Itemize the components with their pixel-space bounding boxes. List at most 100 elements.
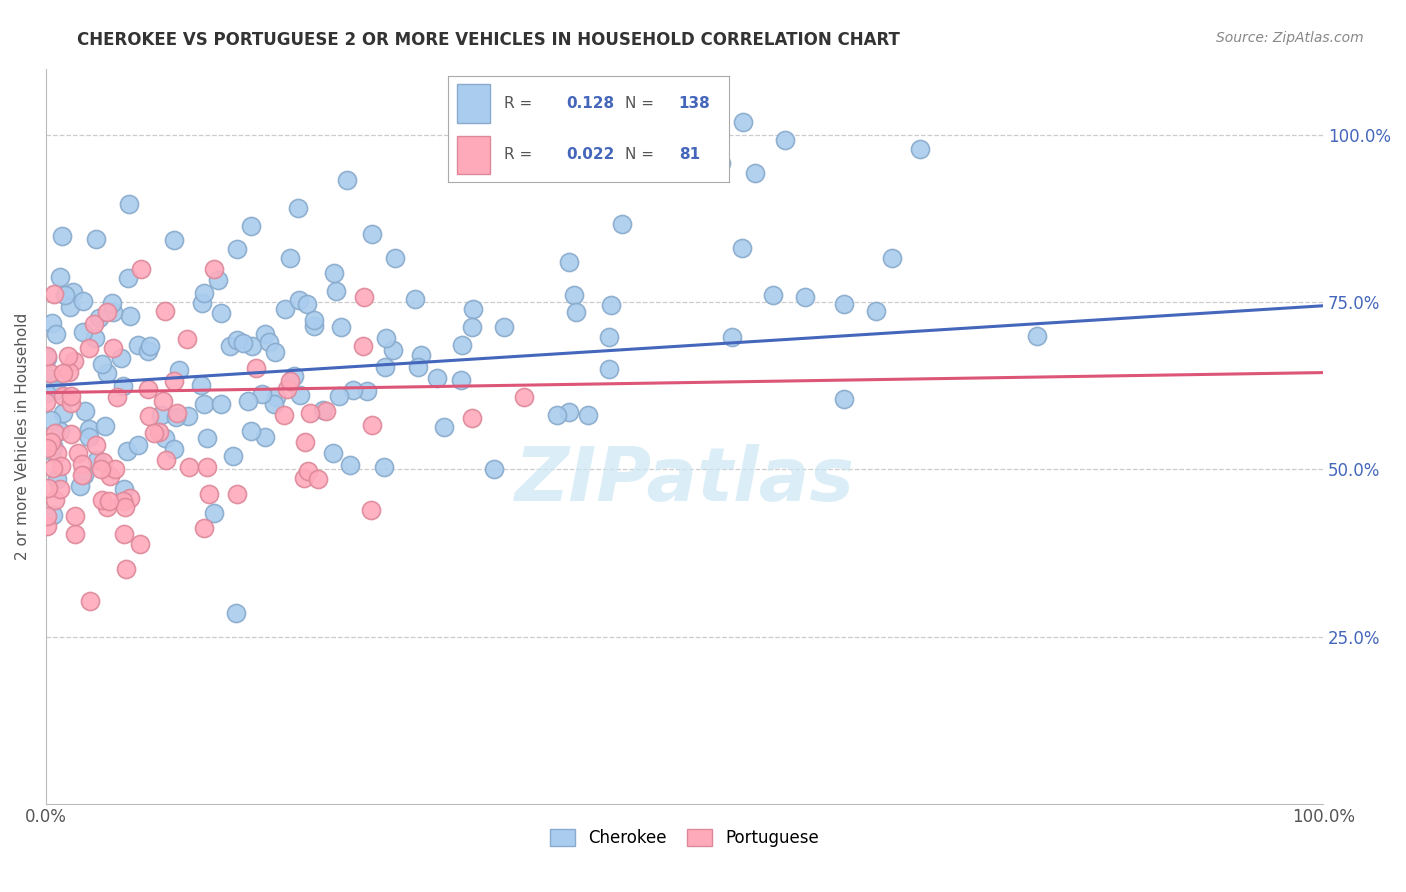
- Point: [322, 266, 344, 280]
- Point: [90, 462, 112, 476]
- Point: [105, 390, 128, 404]
- Point: [96, 305, 118, 319]
- Point: [166, 406, 188, 420]
- Point: [127, 438, 149, 452]
- Point: [70, 458, 93, 472]
- Point: [288, 293, 311, 307]
- Point: [226, 242, 249, 256]
- Point: [52, 406, 75, 420]
- Point: [209, 397, 232, 411]
- Point: [832, 392, 855, 407]
- Point: [114, 500, 136, 515]
- Point: [600, 297, 623, 311]
- Point: [191, 296, 214, 310]
- Point: [598, 361, 620, 376]
- Point: [42, 460, 65, 475]
- Point: [44, 425, 66, 440]
- Point: [112, 494, 135, 508]
- Point: [112, 526, 135, 541]
- Point: [63, 509, 86, 524]
- Point: [94, 419, 117, 434]
- Point: [865, 303, 887, 318]
- Point: [382, 343, 405, 357]
- Point: [794, 290, 817, 304]
- Point: [117, 444, 139, 458]
- Point: [101, 305, 124, 319]
- Point: [59, 300, 82, 314]
- Point: [197, 487, 219, 501]
- Point: [52, 366, 75, 380]
- Point: [202, 506, 225, 520]
- Point: [35, 519, 58, 533]
- Point: [193, 521, 215, 535]
- Point: [84, 437, 107, 451]
- Point: [118, 197, 141, 211]
- Point: [35, 351, 58, 365]
- Point: [110, 351, 132, 366]
- Point: [276, 383, 298, 397]
- Point: [257, 334, 280, 349]
- Point: [163, 233, 186, 247]
- Point: [143, 425, 166, 440]
- Point: [762, 288, 785, 302]
- Point: [177, 409, 200, 424]
- Point: [73, 468, 96, 483]
- Point: [58, 365, 80, 379]
- Point: [283, 369, 305, 384]
- Legend: Cherokee, Portuguese: Cherokee, Portuguese: [544, 822, 825, 855]
- Point: [136, 344, 159, 359]
- Point: [263, 345, 285, 359]
- Point: [294, 435, 316, 450]
- Point: [77, 421, 100, 435]
- Point: [104, 461, 127, 475]
- Point: [98, 468, 121, 483]
- Point: [52, 389, 75, 403]
- Point: [176, 332, 198, 346]
- Point: [163, 442, 186, 456]
- Point: [513, 390, 536, 404]
- Point: [153, 304, 176, 318]
- Point: [59, 396, 82, 410]
- Point: [96, 367, 118, 381]
- Point: [101, 296, 124, 310]
- Point: [38, 366, 60, 380]
- Point: [35, 508, 58, 523]
- Point: [329, 320, 352, 334]
- Point: [163, 374, 186, 388]
- Point: [53, 287, 76, 301]
- Point: [49, 425, 72, 439]
- Point: [117, 271, 139, 285]
- Point: [322, 446, 344, 460]
- Point: [91, 357, 114, 371]
- Y-axis label: 2 or more Vehicles in Household: 2 or more Vehicles in Household: [15, 312, 30, 559]
- Point: [312, 402, 335, 417]
- Point: [374, 360, 396, 375]
- Point: [111, 378, 134, 392]
- Point: [148, 425, 170, 439]
- Point: [90, 492, 112, 507]
- Point: [274, 302, 297, 317]
- Point: [232, 335, 254, 350]
- Point: [79, 593, 101, 607]
- Point: [328, 389, 350, 403]
- Point: [84, 331, 107, 345]
- Point: [127, 338, 149, 352]
- Point: [211, 306, 233, 320]
- Point: [404, 293, 426, 307]
- Point: [1026, 328, 1049, 343]
- Point: [546, 409, 568, 423]
- Point: [302, 318, 325, 333]
- Point: [219, 339, 242, 353]
- Point: [96, 500, 118, 515]
- Point: [245, 360, 267, 375]
- Point: [463, 302, 485, 317]
- Point: [41, 316, 63, 330]
- Point: [73, 404, 96, 418]
- Point: [77, 341, 100, 355]
- Point: [733, 115, 755, 129]
- Point: [710, 156, 733, 170]
- Point: [83, 317, 105, 331]
- Point: [197, 432, 219, 446]
- Point: [295, 297, 318, 311]
- Point: [297, 464, 319, 478]
